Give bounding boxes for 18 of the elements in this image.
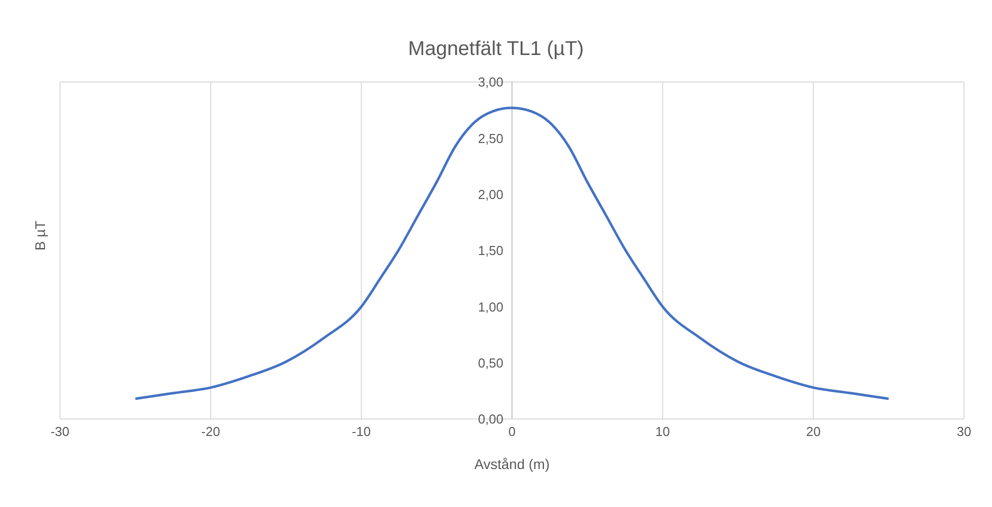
chart-title: Magnetfält TL1 (µT) xyxy=(407,38,585,61)
y-tick-label: 1,50 xyxy=(478,243,504,258)
line-series xyxy=(134,106,890,400)
x-tick-label: 10 xyxy=(655,424,670,440)
y-tick-label: 2,00 xyxy=(478,186,504,202)
x-tick-label: 20 xyxy=(806,424,821,440)
x-tick-label: 0 xyxy=(508,424,516,440)
y-tick-label: 2,50 xyxy=(478,130,504,146)
x-tick-label: -20 xyxy=(201,424,220,440)
x-tick-label: -30 xyxy=(50,424,70,440)
x-axis-title: Avstånd (m) xyxy=(474,456,550,472)
y-tick-label: 3,00 xyxy=(478,74,504,90)
y-tick-label: 0,50 xyxy=(478,355,504,370)
x-tick-label: -10 xyxy=(352,424,371,440)
y-tick-label: 1,00 xyxy=(478,299,504,314)
y-tick-label: 0,00 xyxy=(478,412,504,427)
x-tick-label: 30 xyxy=(956,424,972,440)
y-axis-title: B µT xyxy=(32,220,48,250)
